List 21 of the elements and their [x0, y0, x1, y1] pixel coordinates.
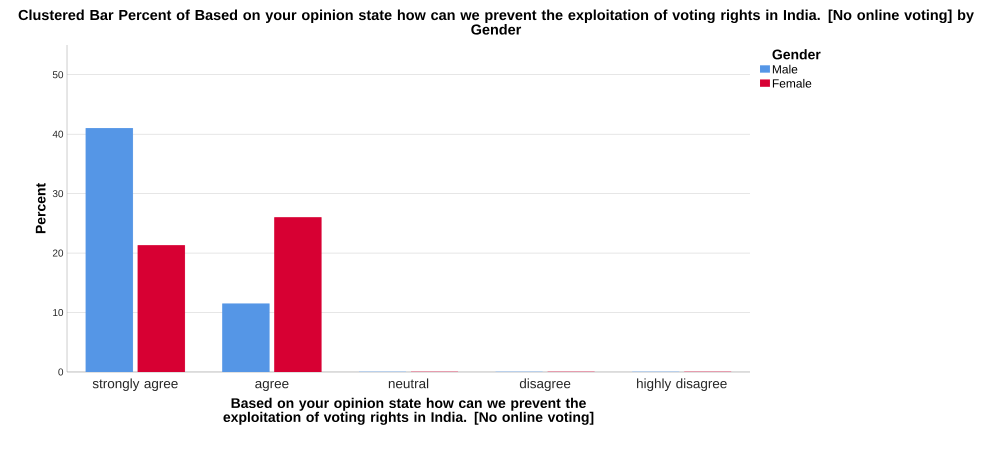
y-axis-title: Percent	[36, 183, 46, 234]
y-tick-label: 30	[52, 190, 64, 198]
x-tick-label: strongly agree	[92, 378, 178, 391]
bar	[274, 217, 322, 372]
legend-title: Gender	[772, 49, 821, 60]
legend-label: Female	[772, 78, 812, 88]
bar	[138, 245, 186, 372]
y-tick-label: 40	[52, 130, 64, 138]
y-tick-label: 0	[58, 368, 64, 376]
y-tick-label: 20	[52, 250, 64, 257]
y-tick-label: 50	[52, 71, 64, 78]
y-tick-label: 10	[53, 309, 64, 316]
x-tick-label: disagree	[520, 378, 570, 391]
chart-title: Clustered Bar Percent of Based on your opinion state how can we prevent the exploitation of voting rights in India. [No online voting] by Gender	[18, 10, 974, 35]
x-tick-label: agree	[255, 380, 289, 391]
x-tick-label: highly disagree	[637, 378, 727, 391]
x-tick-label: neutral	[388, 378, 428, 388]
bar	[222, 303, 270, 372]
x-axis-title: Based on your opinion state how can we prevent the exploitation of voting rights in India. [No online voting]	[223, 398, 594, 425]
bar	[86, 128, 134, 372]
legend-label: Male	[772, 64, 798, 74]
